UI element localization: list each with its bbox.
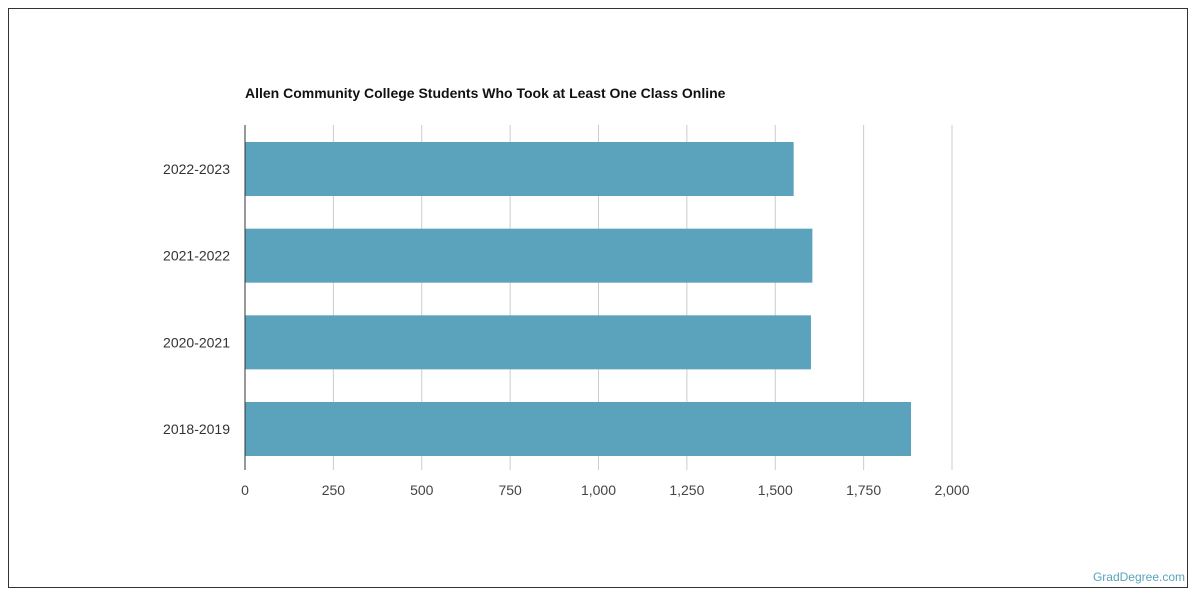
watermark-link[interactable]: GradDegree.com <box>1092 570 1185 584</box>
category-label: 2018-2019 <box>163 421 230 437</box>
x-tick-label: 1,500 <box>758 482 793 498</box>
x-tick-label: 750 <box>498 482 522 498</box>
x-tick-label: 1,250 <box>669 482 704 498</box>
bars <box>245 142 911 457</box>
category-label: 2021-2022 <box>163 248 230 264</box>
x-tick-label: 500 <box>410 482 434 498</box>
x-tick-label: 2,000 <box>934 482 969 498</box>
x-tick-label: 250 <box>322 482 346 498</box>
bar[interactable] <box>245 142 794 196</box>
bar[interactable] <box>245 228 813 283</box>
axis-labels: 0 250 500 750 1,000 1,250 1,500 1,750 2,000 2022-… <box>163 161 970 498</box>
x-tick-label: 1,000 <box>581 482 616 498</box>
x-tick-label: 1,750 <box>846 482 881 498</box>
x-tick-label: 0 <box>241 482 249 498</box>
bar[interactable] <box>245 315 811 370</box>
category-label: 2020-2021 <box>163 334 230 350</box>
chart-title: Allen Community College Students Who Too… <box>245 85 726 101</box>
category-label: 2022-2023 <box>163 161 230 177</box>
bar[interactable] <box>245 402 911 457</box>
